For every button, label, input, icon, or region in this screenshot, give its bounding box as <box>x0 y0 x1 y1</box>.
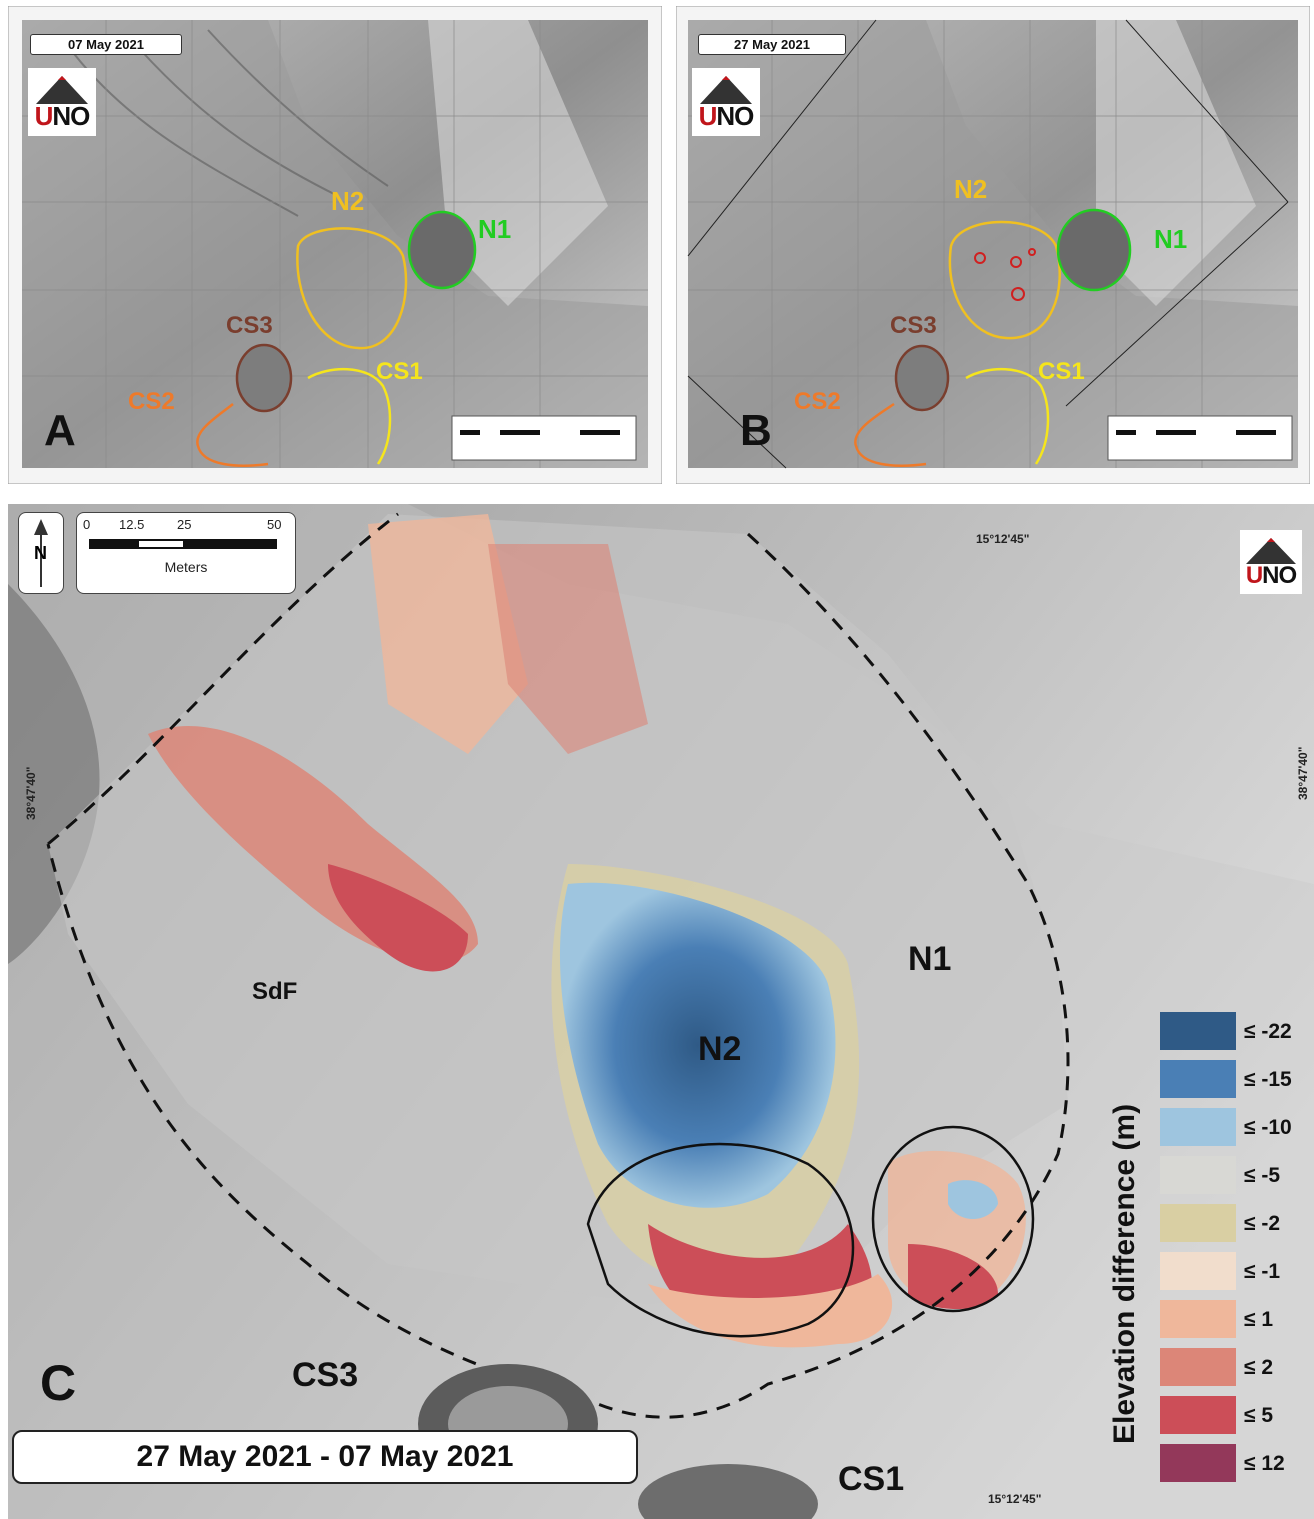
cs1-outline <box>965 368 1050 465</box>
panel-c-letter: C <box>40 1355 77 1411</box>
legend-item: ≤ -10 <box>1160 1108 1310 1146</box>
new-vent-markers <box>974 248 1036 301</box>
legend-swatch <box>1160 1156 1236 1194</box>
panel-b-label-cs2: CS2 <box>794 388 841 415</box>
legend-item: ≤ -15 <box>1160 1060 1310 1098</box>
legend-label: ≤ -22 <box>1244 1020 1292 1043</box>
survey-boundary <box>46 512 1070 1419</box>
panel-b-relief <box>676 6 1310 484</box>
legend-swatch <box>1160 1204 1236 1242</box>
panel-c-label-sdf: SdF <box>252 978 298 1005</box>
volcano-icon <box>1246 538 1296 564</box>
legend-swatch <box>1160 1060 1236 1098</box>
panel-b-map: 27 May 2021 UNO N2 N1 CS3 CS1 CS2 B <box>676 6 1310 484</box>
coord-bottom-lon: 15°12'45" <box>988 1492 1042 1506</box>
elevation-difference-map <box>8 504 1314 1519</box>
panel-b-label-n1: N1 <box>1154 224 1188 254</box>
legend-label: ≤ 1 <box>1244 1308 1274 1331</box>
panel-c-label-n2: N2 <box>698 1030 742 1068</box>
coord-right-lat: 38°47'40" <box>1296 746 1310 800</box>
panel-a-label-n1: N1 <box>478 214 512 244</box>
scale-bar: 0 12.5 25 50 Meters <box>76 512 296 594</box>
panel-c-map <box>8 504 1314 1519</box>
panel-c-label-cs3: CS3 <box>292 1356 359 1394</box>
panel-b-date: 27 May 2021 <box>698 34 846 55</box>
legend-label: ≤ 5 <box>1244 1404 1274 1427</box>
legend-label: ≤ 2 <box>1244 1356 1274 1379</box>
legend-label: ≤ -2 <box>1244 1212 1281 1235</box>
legend-title: Elevation difference (m) <box>1108 1103 1141 1444</box>
legend-swatch <box>1160 1396 1236 1434</box>
legend-label: ≤ -15 <box>1244 1068 1292 1091</box>
panel-c-label-n1: N1 <box>908 940 952 978</box>
coord-top-lon: 15°12'45" <box>976 532 1030 546</box>
scale-tick-50: 50 <box>267 517 282 532</box>
legend-label: ≤ -1 <box>1244 1260 1281 1283</box>
legend-swatch <box>1160 1300 1236 1338</box>
uno-logo: UNO <box>28 68 96 136</box>
legend-item: ≤ -22 <box>1160 1012 1310 1050</box>
coord-left-lat: 38°47'40" <box>24 766 38 820</box>
north-arrow: N <box>18 512 64 594</box>
n1-outline <box>1056 208 1132 292</box>
n2-outline <box>948 220 1061 340</box>
legend-swatch <box>1160 1108 1236 1146</box>
uno-logo: UNO <box>692 68 760 136</box>
cs1-crater <box>638 1464 818 1519</box>
legend-swatch <box>1160 1444 1236 1482</box>
panel-a-map: 07 May 2021 UNO N2 N1 CS3 CS1 CS2 A <box>8 6 662 484</box>
n2-outline <box>296 227 408 350</box>
panel-a-relief <box>8 6 662 484</box>
survey-area-outline <box>687 19 1289 469</box>
n1-outline <box>407 210 477 290</box>
panel-c-label-cs1: CS1 <box>838 1460 905 1498</box>
n2-crater-outline <box>586 1142 855 1338</box>
panel-b-label-cs3: CS3 <box>890 312 937 339</box>
legend-item: ≤ 5 <box>1160 1396 1310 1434</box>
difference-period: 27 May 2021 - 07 May 2021 <box>12 1430 638 1484</box>
scale-unit: Meters <box>164 559 208 575</box>
legend-swatch <box>1160 1252 1236 1290</box>
panel-b-letter: B <box>740 406 772 455</box>
volcano-icon <box>36 76 88 104</box>
panel-b-label-cs1: CS1 <box>1038 358 1085 385</box>
legend-item: ≤ -5 <box>1160 1156 1310 1194</box>
scale-tick-0: 0 <box>83 517 91 532</box>
panel-a-label-cs3: CS3 <box>226 312 273 339</box>
legend-label: ≤ -10 <box>1244 1116 1292 1139</box>
north-arrow-icon <box>34 519 48 587</box>
legend-item: ≤ 2 <box>1160 1348 1310 1386</box>
legend-swatch <box>1160 1012 1236 1050</box>
volcano-icon <box>700 76 752 104</box>
legend-swatch <box>1160 1348 1236 1386</box>
legend-item: ≤ -1 <box>1160 1252 1310 1290</box>
cs1-outline <box>307 368 392 465</box>
n1-crater-outline <box>871 1125 1035 1313</box>
uno-logo: UNO <box>1240 530 1302 594</box>
scale-tick-12-5: 12.5 <box>119 517 145 532</box>
cs3-outline <box>894 344 950 412</box>
panel-a-label-cs2: CS2 <box>128 388 175 415</box>
north-label: N <box>34 543 47 563</box>
panel-a-label-cs1: CS1 <box>376 358 423 385</box>
panel-b-label-n2: N2 <box>954 174 988 204</box>
cs2-outline <box>196 403 269 467</box>
legend-label: ≤ 12 <box>1244 1452 1285 1475</box>
cs3-outline <box>235 343 293 413</box>
panel-a-letter: A <box>44 406 76 455</box>
panel-a-date: 07 May 2021 <box>30 34 182 55</box>
legend-item: ≤ 1 <box>1160 1300 1310 1338</box>
legend-label: ≤ -5 <box>1244 1164 1281 1187</box>
scale-tick-25: 25 <box>177 517 192 532</box>
cs2-outline <box>854 402 927 467</box>
legend-item: ≤ 12 <box>1160 1444 1310 1482</box>
panel-a-label-n2: N2 <box>331 186 365 216</box>
legend-item: ≤ -2 <box>1160 1204 1310 1242</box>
